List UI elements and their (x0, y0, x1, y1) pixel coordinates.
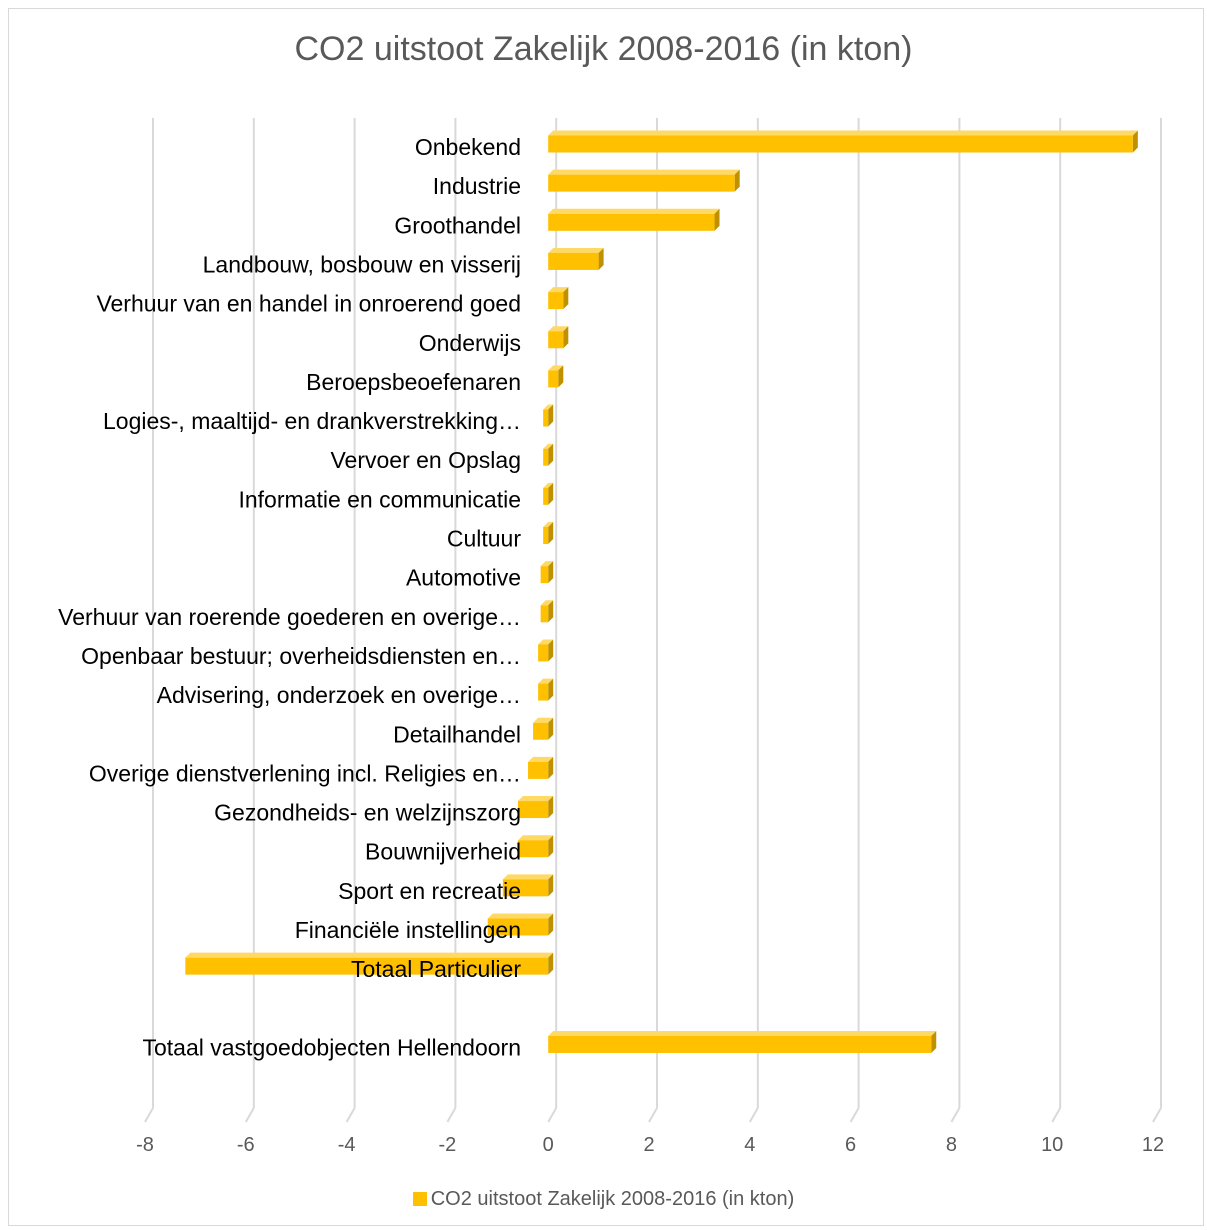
chart-title: CO2 uitstoot Zakelijk 2008-2016 (in kton… (294, 30, 913, 68)
category-label: Gezondheids- en welzijnszorg (214, 800, 521, 826)
category-label: Advisering, onderzoek en overige… (157, 682, 521, 708)
bar (502, 874, 554, 897)
category-label: Financiële instellingen (295, 917, 521, 943)
x-tick-label: -4 (338, 1134, 356, 1156)
legend-label: CO2 uitstoot Zakelijk 2008-2016 (in kton… (430, 1188, 795, 1210)
bar (517, 835, 554, 858)
bar (548, 130, 1138, 153)
category-label: Informatie en communicatie (238, 486, 521, 512)
category-label: Sport en recreatie (338, 878, 521, 904)
gridline-floor (1051, 1107, 1062, 1123)
bar (548, 326, 569, 349)
gridlines (144, 118, 1162, 1123)
x-tick-label: 12 (1142, 1134, 1164, 1156)
category-label: Verhuur van en handel in onroerend goed (96, 291, 521, 317)
category-label: Totaal vastgoedobjecten Hellendoorn (143, 1034, 522, 1060)
legend: CO2 uitstoot Zakelijk 2008-2016 (in kton… (0, 1188, 1207, 1211)
category-label: Industrie (433, 173, 521, 199)
x-tick-label: -8 (136, 1134, 154, 1156)
bar (538, 639, 554, 662)
x-tick-label: -2 (439, 1134, 457, 1156)
x-tick-label: 8 (946, 1134, 957, 1156)
gridline-floor (345, 1107, 356, 1123)
x-tick-label: 6 (845, 1134, 856, 1156)
bar (548, 208, 720, 231)
bar (540, 600, 554, 623)
legend-swatch (412, 1192, 427, 1206)
gridline-floor (748, 1107, 759, 1123)
category-label: Openbaar bestuur; overheidsdiensten en… (81, 643, 521, 669)
category-label: Cultuur (447, 526, 521, 552)
bar (517, 796, 554, 819)
bar (548, 365, 564, 388)
category-label: Detailhandel (393, 721, 521, 747)
gridline-floor (244, 1107, 255, 1123)
category-label: Landbouw, bosbouw en visserij (203, 251, 521, 277)
bar (548, 1030, 937, 1053)
category-label: Verhuur van roerende goederen en overige… (58, 604, 521, 630)
category-label: Automotive (406, 565, 521, 591)
x-tick-label: 2 (643, 1134, 654, 1156)
bar (487, 913, 554, 936)
category-label: Groothandel (394, 212, 521, 238)
bar (543, 443, 554, 466)
category-labels: Onbekend Industrie Groothandel Landbouw, bo… (58, 134, 521, 1060)
bar (543, 482, 554, 505)
category-label: Beroepsbeoefenaren (306, 369, 521, 395)
category-label: Overige dienstverlening incl. Religies e… (89, 760, 521, 786)
category-label: Bouwnijverheid (365, 839, 521, 865)
category-label: Totaal Particulier (351, 956, 521, 982)
category-label: Onderwijs (419, 330, 521, 356)
gridline-floor (1152, 1107, 1162, 1123)
category-label: Logies-, maaltijd- en drankverstrekking… (103, 408, 521, 434)
gridline-floor (446, 1107, 457, 1123)
gridline-floor (547, 1107, 558, 1123)
x-tick-labels: -8 -6 -4 -2 0 2 4 6 8 10 12 (136, 1134, 1164, 1156)
bar (548, 287, 569, 310)
gridline-floor (849, 1107, 860, 1123)
bar (543, 404, 554, 427)
bars (185, 130, 1138, 1053)
bar (540, 561, 554, 584)
category-label: Onbekend (415, 134, 521, 160)
bar (528, 756, 554, 779)
bar (548, 247, 604, 270)
gridline-floor (950, 1107, 961, 1123)
gridline-floor (648, 1107, 658, 1123)
x-tick-label: 4 (744, 1134, 755, 1156)
bar (185, 952, 554, 975)
x-tick-label: -6 (237, 1134, 255, 1156)
gridline-floor (144, 1107, 154, 1123)
category-label: Vervoer en Opslag (330, 447, 521, 473)
bar (543, 522, 554, 544)
x-tick-label: 10 (1041, 1134, 1063, 1156)
x-tick-label: 0 (543, 1134, 554, 1156)
bar (533, 717, 554, 740)
bar (538, 678, 554, 701)
bar (548, 169, 740, 192)
